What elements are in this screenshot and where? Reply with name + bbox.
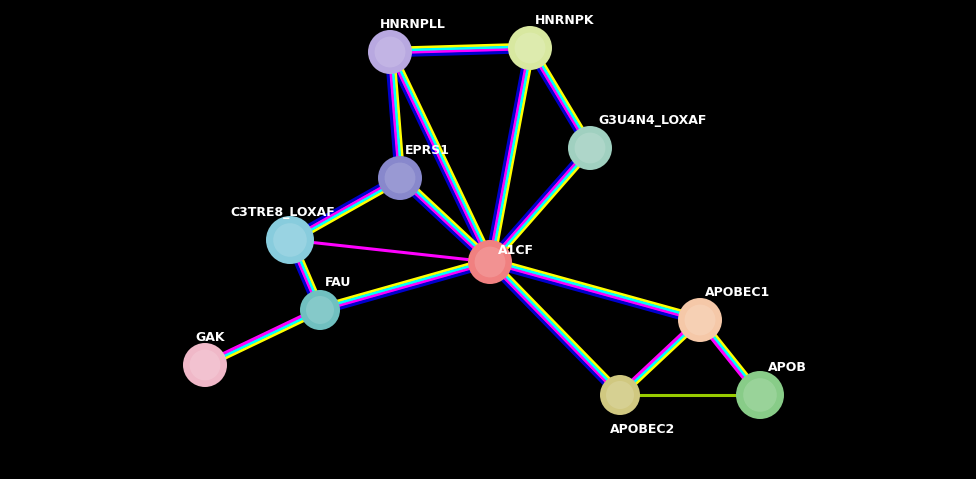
Text: G3U4N4_LOXAF: G3U4N4_LOXAF xyxy=(598,114,707,127)
Circle shape xyxy=(375,36,405,68)
Circle shape xyxy=(606,381,634,409)
Circle shape xyxy=(368,30,412,74)
Text: C3TRE8_LOXAF: C3TRE8_LOXAF xyxy=(230,206,335,219)
Circle shape xyxy=(468,240,512,284)
Text: GAK: GAK xyxy=(195,331,224,344)
Circle shape xyxy=(568,126,612,170)
Circle shape xyxy=(189,350,221,380)
Circle shape xyxy=(183,343,227,387)
Circle shape xyxy=(684,305,715,335)
Text: APOB: APOB xyxy=(768,361,807,374)
Circle shape xyxy=(508,26,552,70)
Text: HNRNPK: HNRNPK xyxy=(535,14,594,27)
Circle shape xyxy=(678,298,722,342)
Circle shape xyxy=(474,247,506,277)
Circle shape xyxy=(385,162,416,194)
Circle shape xyxy=(736,371,784,419)
Circle shape xyxy=(514,33,546,63)
Text: A1CF: A1CF xyxy=(498,244,534,257)
Text: HNRNPLL: HNRNPLL xyxy=(380,18,446,31)
Circle shape xyxy=(600,375,640,415)
Text: EPRS1: EPRS1 xyxy=(405,144,450,157)
Circle shape xyxy=(575,133,605,163)
Circle shape xyxy=(378,156,422,200)
Text: FAU: FAU xyxy=(325,276,351,289)
Circle shape xyxy=(300,290,340,330)
Circle shape xyxy=(306,296,334,324)
Text: APOBEC2: APOBEC2 xyxy=(610,423,675,436)
Circle shape xyxy=(743,378,777,412)
Circle shape xyxy=(266,216,314,264)
Text: APOBEC1: APOBEC1 xyxy=(705,286,770,299)
Circle shape xyxy=(273,223,306,257)
